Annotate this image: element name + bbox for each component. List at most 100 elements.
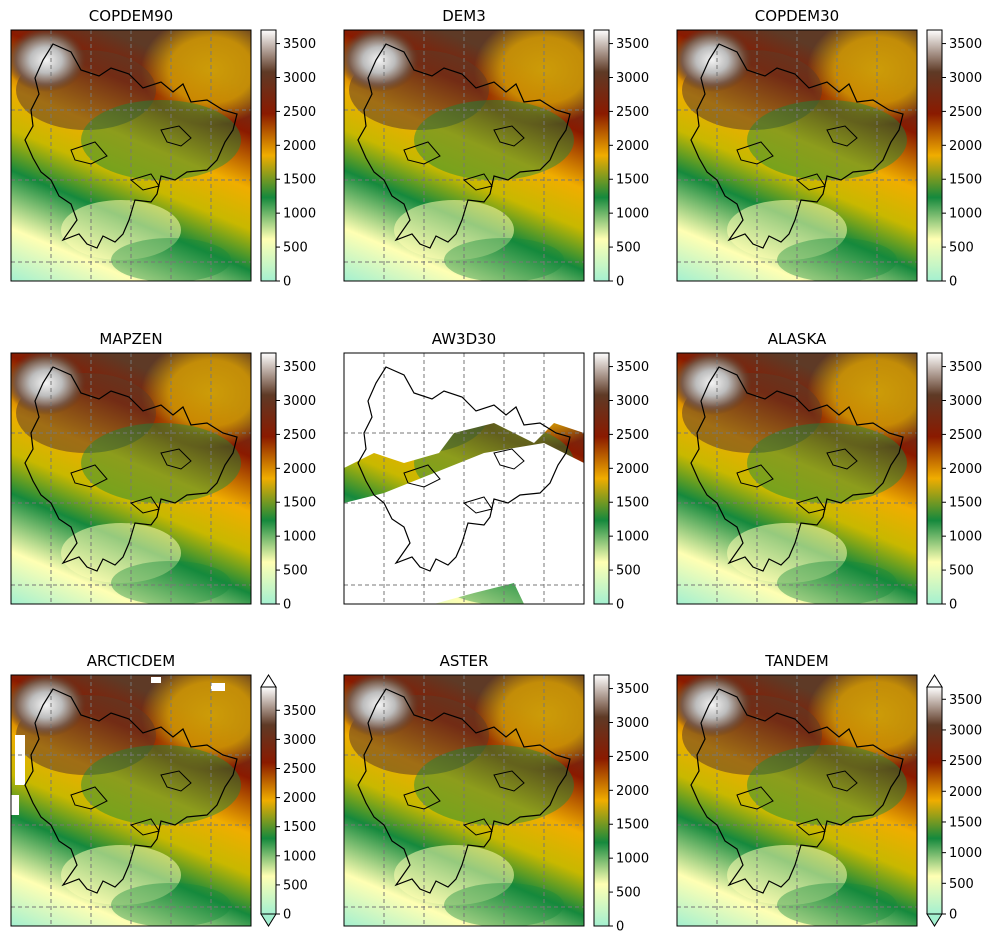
panel-title: TANDEM [764, 652, 828, 670]
basin-outline [129, 818, 160, 836]
map-frame [676, 29, 918, 282]
colorbar-tick-label: 2500 [616, 750, 649, 765]
colorbar-tick-label: 2500 [616, 428, 649, 443]
colorbar-tick-label: 3000 [616, 71, 649, 86]
basin-outline [462, 173, 493, 191]
colorbar-tick-label: 1500 [616, 173, 649, 188]
peak-area [677, 675, 752, 737]
colorbar-tick-label: 1500 [949, 496, 982, 511]
hill-area [777, 238, 897, 281]
colorbar-bar [593, 352, 610, 605]
basin-outline [403, 141, 441, 165]
colorbar-tick-label: 0 [616, 275, 624, 290]
basin-outline [795, 496, 826, 514]
elevation-map [677, 675, 917, 926]
hill-area [777, 883, 897, 926]
valley-area [81, 423, 241, 503]
hill-area [111, 238, 231, 281]
map-frame [676, 352, 918, 605]
basin-outline [826, 125, 858, 147]
peak-area [11, 675, 86, 737]
basin-outline [736, 786, 774, 810]
colorbar-tick-label: 1500 [616, 818, 649, 833]
basin-outline [160, 448, 192, 470]
valley-area [414, 745, 574, 825]
colorbar-tick-label: 500 [283, 878, 308, 893]
colorbar-tick-label: 3500 [949, 37, 982, 52]
peak-area [11, 353, 86, 415]
colorbar-tick-label: 2000 [616, 139, 649, 154]
colorbar-extend-max [926, 674, 943, 688]
colorbar-tick-label: 3500 [283, 37, 316, 52]
map-frame [343, 674, 585, 927]
plateau-area [807, 353, 917, 448]
basin-outline [462, 818, 493, 836]
plateau-area [474, 30, 584, 125]
basin-outline [403, 786, 441, 810]
peak-area [677, 30, 752, 92]
elevation-map [677, 30, 917, 281]
colorbar-tick-label: 3500 [949, 360, 982, 375]
colorbar: 0 500 1000 1500 2000 2500 3000 3500 [260, 352, 316, 613]
colorbar-tick-label: 3000 [949, 394, 982, 409]
colorbar-tick-label: 1500 [283, 496, 316, 511]
panel-title: ARCTICDEM [87, 652, 175, 670]
map-frame [343, 29, 585, 282]
plateau-area [141, 353, 251, 448]
basin-outline [24, 43, 238, 249]
basin-outline [160, 770, 192, 792]
colorbar-tick-label: 1000 [949, 207, 982, 222]
colorbar-tick-label: 500 [616, 564, 641, 579]
colorbar-tick-label: 1000 [616, 852, 649, 867]
map-panel: COPDEM90 0 500 1000 1500 2000 2500 3000 3500 [10, 7, 316, 290]
colorbar-tick-label: 3500 [283, 360, 316, 375]
colorbar-tick-label: 0 [949, 908, 957, 923]
panel-title: ASTER [440, 652, 489, 670]
colorbar-tick-label: 3000 [283, 71, 316, 86]
colorbar-tick-label: 3000 [616, 394, 649, 409]
map-panel: COPDEM30 0 500 1000 1500 2000 2500 3000 3500 [676, 7, 982, 290]
colorbar-tick-label: 0 [283, 275, 291, 290]
basin-outline [403, 464, 441, 488]
valley-area [747, 423, 907, 503]
colorbar-tick-label: 0 [949, 275, 957, 290]
colorbar-bar [926, 352, 943, 605]
map-frame [676, 674, 918, 927]
colorbar-bar [260, 29, 277, 282]
colorbar: 0 500 1000 1500 2000 2500 3000 3500 [260, 674, 316, 927]
basin-outline [70, 464, 108, 488]
colorbar-tick-label: 3000 [283, 733, 316, 748]
basin-outline [690, 366, 904, 572]
colorbar: 0 500 1000 1500 2000 2500 3000 3500 [926, 674, 982, 927]
colorbar-tick-label: 2000 [949, 139, 982, 154]
plateau-area [141, 30, 251, 125]
colorbar-tick-label: 3500 [283, 704, 316, 719]
colorbar-tick-label: 0 [283, 598, 291, 613]
valley-area [81, 100, 241, 180]
colorbar-tick-label: 1500 [949, 173, 982, 188]
colorbar-tick-label: 3000 [283, 394, 316, 409]
valley-area [747, 745, 907, 825]
basin-outline [357, 366, 571, 572]
colorbar-tick-label: 2000 [616, 462, 649, 477]
panel-title: COPDEM90 [89, 7, 173, 25]
hill-area [111, 561, 231, 604]
colorbar-tick-label: 2500 [949, 754, 982, 769]
map-panel: ASTER 0 500 1000 1500 2000 2500 3000 3500 [343, 652, 649, 935]
panel-title: DEM3 [442, 7, 486, 25]
colorbar-bar [260, 686, 277, 915]
colorbar-tick-label: 3500 [616, 37, 649, 52]
basin-outline [826, 770, 858, 792]
colorbar-tick-label: 3000 [616, 716, 649, 731]
colorbar-bar [593, 29, 610, 282]
elevation-map [677, 353, 917, 604]
elevation-map [344, 30, 584, 281]
colorbar-tick-label: 0 [949, 598, 957, 613]
colorbar-tick-label: 2000 [616, 784, 649, 799]
colorbar-tick-label: 2500 [616, 105, 649, 120]
colorbar-tick-label: 2000 [283, 791, 316, 806]
map-frame [10, 352, 252, 605]
colorbar-tick-label: 2000 [949, 785, 982, 800]
colorbar-bar [593, 674, 610, 927]
